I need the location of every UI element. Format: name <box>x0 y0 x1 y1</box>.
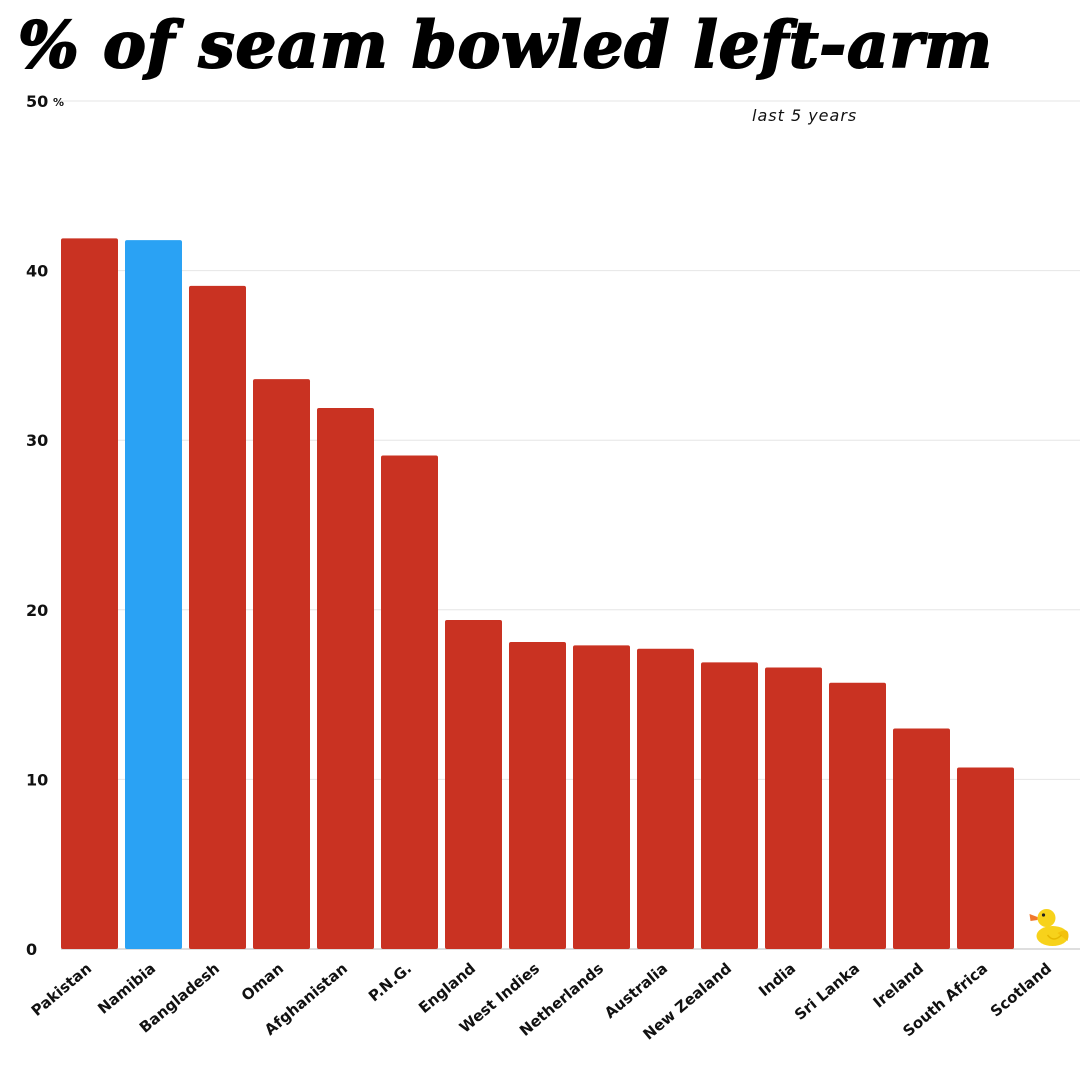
bar <box>893 728 950 949</box>
bar <box>701 662 758 949</box>
bar <box>637 648 694 949</box>
y-tick-label: 0 <box>26 940 37 959</box>
bar <box>573 645 630 949</box>
rubber-duck-icon <box>1029 909 1069 946</box>
y-tick-label: 50 <box>26 92 48 111</box>
bar <box>189 285 246 949</box>
bar <box>445 619 502 949</box>
bar <box>381 455 438 949</box>
y-tick-label: 20 <box>26 601 48 620</box>
x-tick-label: Oman <box>238 959 287 1004</box>
x-tick-label: India <box>755 959 799 1000</box>
x-tick-label: Pakistan <box>28 959 95 1020</box>
y-unit-label: % <box>53 96 64 109</box>
x-tick-label: Sri Lanka <box>791 959 863 1024</box>
x-tick-label: England <box>415 959 479 1017</box>
chart-title: % of seam bowled left-arm <box>17 7 993 84</box>
x-tick-label: P.N.G. <box>365 959 415 1005</box>
bar <box>61 238 118 950</box>
y-tick-label: 10 <box>26 770 48 789</box>
bar <box>957 767 1014 949</box>
bar <box>317 407 374 949</box>
y-tick-label: 40 <box>26 262 48 281</box>
bar <box>765 667 822 949</box>
x-tick-label: Namibia <box>94 959 159 1017</box>
bar <box>253 379 310 949</box>
bar <box>125 240 182 949</box>
x-tick-label: Scotland <box>987 959 1055 1020</box>
chart-subtitle: last 5 years <box>752 106 858 125</box>
x-tick-label: Ireland <box>870 959 927 1011</box>
bar <box>829 682 886 949</box>
bar <box>509 642 566 949</box>
y-tick-label: 30 <box>26 431 48 450</box>
